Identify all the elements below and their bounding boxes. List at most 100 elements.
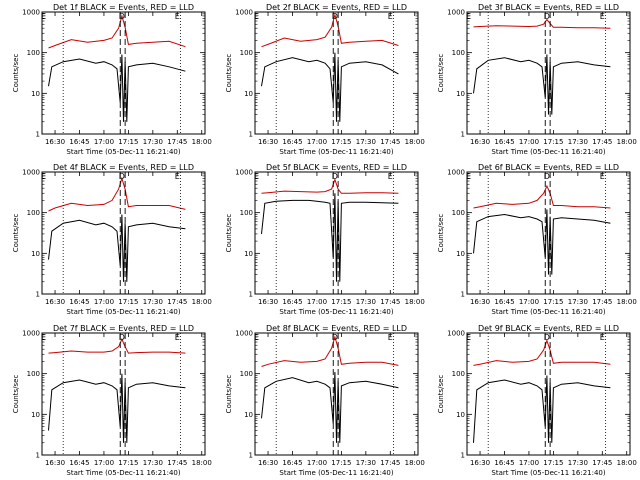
x-tick-label: 18:00	[617, 459, 637, 467]
y-tick-label: 100	[240, 370, 253, 378]
y-tick-label: 100	[240, 209, 253, 217]
marker-annotation: D	[544, 172, 550, 181]
y-tick-label: 10	[31, 90, 40, 98]
events-series-line	[48, 54, 186, 122]
x-axis-label: Start Time (05-Dec-11 16:21:40)	[279, 148, 393, 156]
chart-title: Det 6f BLACK = Events, RED = LLD	[478, 163, 619, 172]
x-axis-label: Start Time (05-Dec-11 16:21:40)	[491, 148, 605, 156]
lld-series-line	[473, 339, 611, 366]
marker-annotation: E	[388, 172, 393, 181]
x-tick-label: 17:00	[307, 459, 327, 467]
marker-annotation: E	[175, 12, 180, 21]
y-tick-label: 1	[36, 291, 40, 299]
lld-series-line	[48, 14, 186, 49]
events-series-line	[473, 209, 611, 275]
y-tick-label: 1	[461, 452, 465, 460]
marker-annotation: E	[466, 12, 471, 21]
y-axis-label: Counts/sec	[12, 214, 20, 253]
x-tick-label: 17:00	[307, 298, 327, 306]
y-tick-label: 100	[452, 49, 465, 57]
plot-frame	[41, 171, 206, 295]
x-tick-label: 17:15	[543, 138, 563, 146]
x-tick-label: 17:30	[568, 138, 588, 146]
x-tick-label: 17:30	[143, 138, 163, 146]
plot-frame	[41, 332, 206, 456]
x-tick-label: 16:30	[45, 459, 65, 467]
lld-series-line	[473, 18, 611, 29]
x-tick-label: 17:30	[143, 298, 163, 306]
panel-8: Det 8f BLACK = Events, RED = LLD Counts/s…	[225, 324, 425, 477]
x-tick-label: 17:15	[331, 138, 351, 146]
chart-title: Det 7f BLACK = Events, RED = LLD	[53, 324, 194, 333]
lld-series-line	[473, 184, 611, 209]
x-tick-label: 16:45	[282, 459, 302, 467]
marker-annotation: E	[41, 333, 46, 342]
x-tick-label: 18:00	[192, 298, 212, 306]
x-tick-label: 18:00	[192, 459, 212, 467]
x-tick-label: 18:00	[192, 138, 212, 146]
marker-annotation: E	[600, 172, 605, 181]
x-tick-label: 16:45	[69, 138, 89, 146]
y-axis-label: Counts/sec	[225, 214, 233, 253]
x-tick-label: 16:30	[258, 298, 278, 306]
x-tick-label: 17:00	[519, 138, 539, 146]
chart-title: Det 9f BLACK = Events, RED = LLD	[478, 324, 619, 333]
marker-annotation: E	[466, 172, 471, 181]
y-tick-label: 1	[36, 131, 40, 139]
y-tick-label: 100	[27, 209, 40, 217]
x-tick-label: 17:00	[519, 298, 539, 306]
x-tick-label: 16:45	[282, 298, 302, 306]
x-axis-label: Start Time (05-Dec-11 16:21:40)	[491, 469, 605, 477]
y-tick-label: 10	[456, 90, 465, 98]
x-tick-label: 17:45	[167, 298, 187, 306]
x-tick-label: 17:15	[331, 298, 351, 306]
x-tick-label: 16:45	[494, 138, 514, 146]
y-tick-label: 1000	[447, 169, 465, 177]
chart-title: Det 2f BLACK = Events, RED = LLD	[266, 3, 407, 12]
x-tick-label: 16:45	[69, 298, 89, 306]
panel-3: Det 3f BLACK = Events, RED = LLD Counts/s…	[437, 3, 637, 156]
x-axis-label: Start Time (05-Dec-11 16:21:40)	[279, 469, 393, 477]
y-tick-label: 1000	[235, 169, 253, 177]
y-tick-label: 1000	[235, 9, 253, 17]
x-tick-label: 18:00	[405, 298, 425, 306]
plot-frame	[466, 11, 631, 135]
panel-5: Det 5f BLACK = Events, RED = LLD Counts/s…	[225, 163, 425, 316]
x-tick-label: 17:15	[118, 138, 138, 146]
x-tick-label: 17:30	[568, 298, 588, 306]
x-tick-label: 17:15	[118, 459, 138, 467]
panel-1: Det 1f BLACK = Events, RED = LLD Counts/s…	[12, 3, 212, 156]
lld-series-line	[48, 338, 186, 354]
y-tick-label: 1000	[22, 9, 40, 17]
x-tick-label: 17:45	[167, 459, 187, 467]
x-tick-label: 18:00	[405, 138, 425, 146]
x-tick-label: 17:30	[356, 298, 376, 306]
y-tick-label: 100	[27, 370, 40, 378]
y-tick-label: 100	[240, 49, 253, 57]
x-tick-label: 17:45	[592, 298, 612, 306]
x-tick-label: 17:15	[543, 298, 563, 306]
x-tick-label: 16:30	[470, 459, 490, 467]
y-tick-label: 1	[36, 452, 40, 460]
y-tick-label: 100	[452, 209, 465, 217]
lld-series-line	[261, 335, 399, 367]
x-tick-label: 17:00	[94, 298, 114, 306]
x-tick-label: 16:45	[494, 298, 514, 306]
x-tick-label: 16:30	[258, 459, 278, 467]
panel-4: Det 4f BLACK = Events, RED = LLD Counts/s…	[12, 163, 212, 316]
marker-annotation: D	[544, 333, 550, 342]
x-tick-label: 18:00	[405, 459, 425, 467]
panel-2: Det 2f BLACK = Events, RED = LLD Counts/s…	[225, 3, 425, 156]
chart-title: Det 4f BLACK = Events, RED = LLD	[53, 163, 194, 172]
y-tick-label: 10	[456, 411, 465, 419]
x-tick-label: 16:30	[470, 298, 490, 306]
x-tick-label: 17:00	[307, 138, 327, 146]
marker-annotation: E	[254, 172, 259, 181]
x-tick-label: 17:45	[380, 459, 400, 467]
marker-annotation: E	[175, 172, 180, 181]
marker-annotation: E	[41, 12, 46, 21]
x-tick-label: 16:30	[258, 138, 278, 146]
y-tick-label: 1000	[447, 9, 465, 17]
y-tick-label: 1	[249, 291, 253, 299]
x-tick-label: 17:30	[356, 459, 376, 467]
